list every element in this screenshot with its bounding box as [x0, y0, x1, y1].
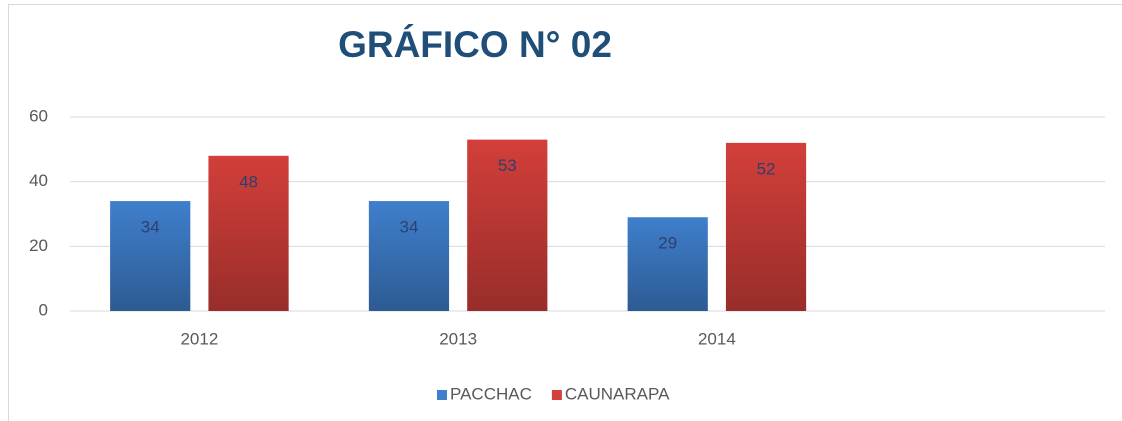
- bar: [627, 217, 708, 311]
- legend-swatch: [551, 390, 562, 400]
- legend-label: PACCHAC: [450, 384, 532, 403]
- legend-label: CAUNARAPA: [565, 384, 670, 403]
- x-tick-label: 2013: [439, 329, 477, 348]
- data-label: 48: [239, 172, 258, 191]
- y-tick-label: 20: [29, 236, 48, 255]
- y-tick-label: 60: [29, 106, 48, 125]
- legend-swatch: [437, 390, 447, 400]
- y-tick-label: 0: [39, 300, 48, 319]
- bar: [110, 201, 191, 311]
- x-tick-label: 2012: [180, 329, 218, 348]
- x-tick-label: 2014: [698, 329, 736, 348]
- chart-frame: [8, 4, 1122, 421]
- data-label: 29: [658, 234, 677, 253]
- chart-title: GRÁFICO N° 02: [338, 24, 612, 65]
- bar: [208, 155, 289, 311]
- bar: [467, 139, 548, 311]
- data-label: 34: [400, 218, 419, 237]
- bar: [368, 201, 450, 311]
- data-label: 53: [498, 156, 517, 175]
- bar: [725, 142, 807, 311]
- data-label: 34: [141, 218, 160, 237]
- y-tick-label: 40: [29, 171, 48, 190]
- data-label: 52: [757, 159, 776, 178]
